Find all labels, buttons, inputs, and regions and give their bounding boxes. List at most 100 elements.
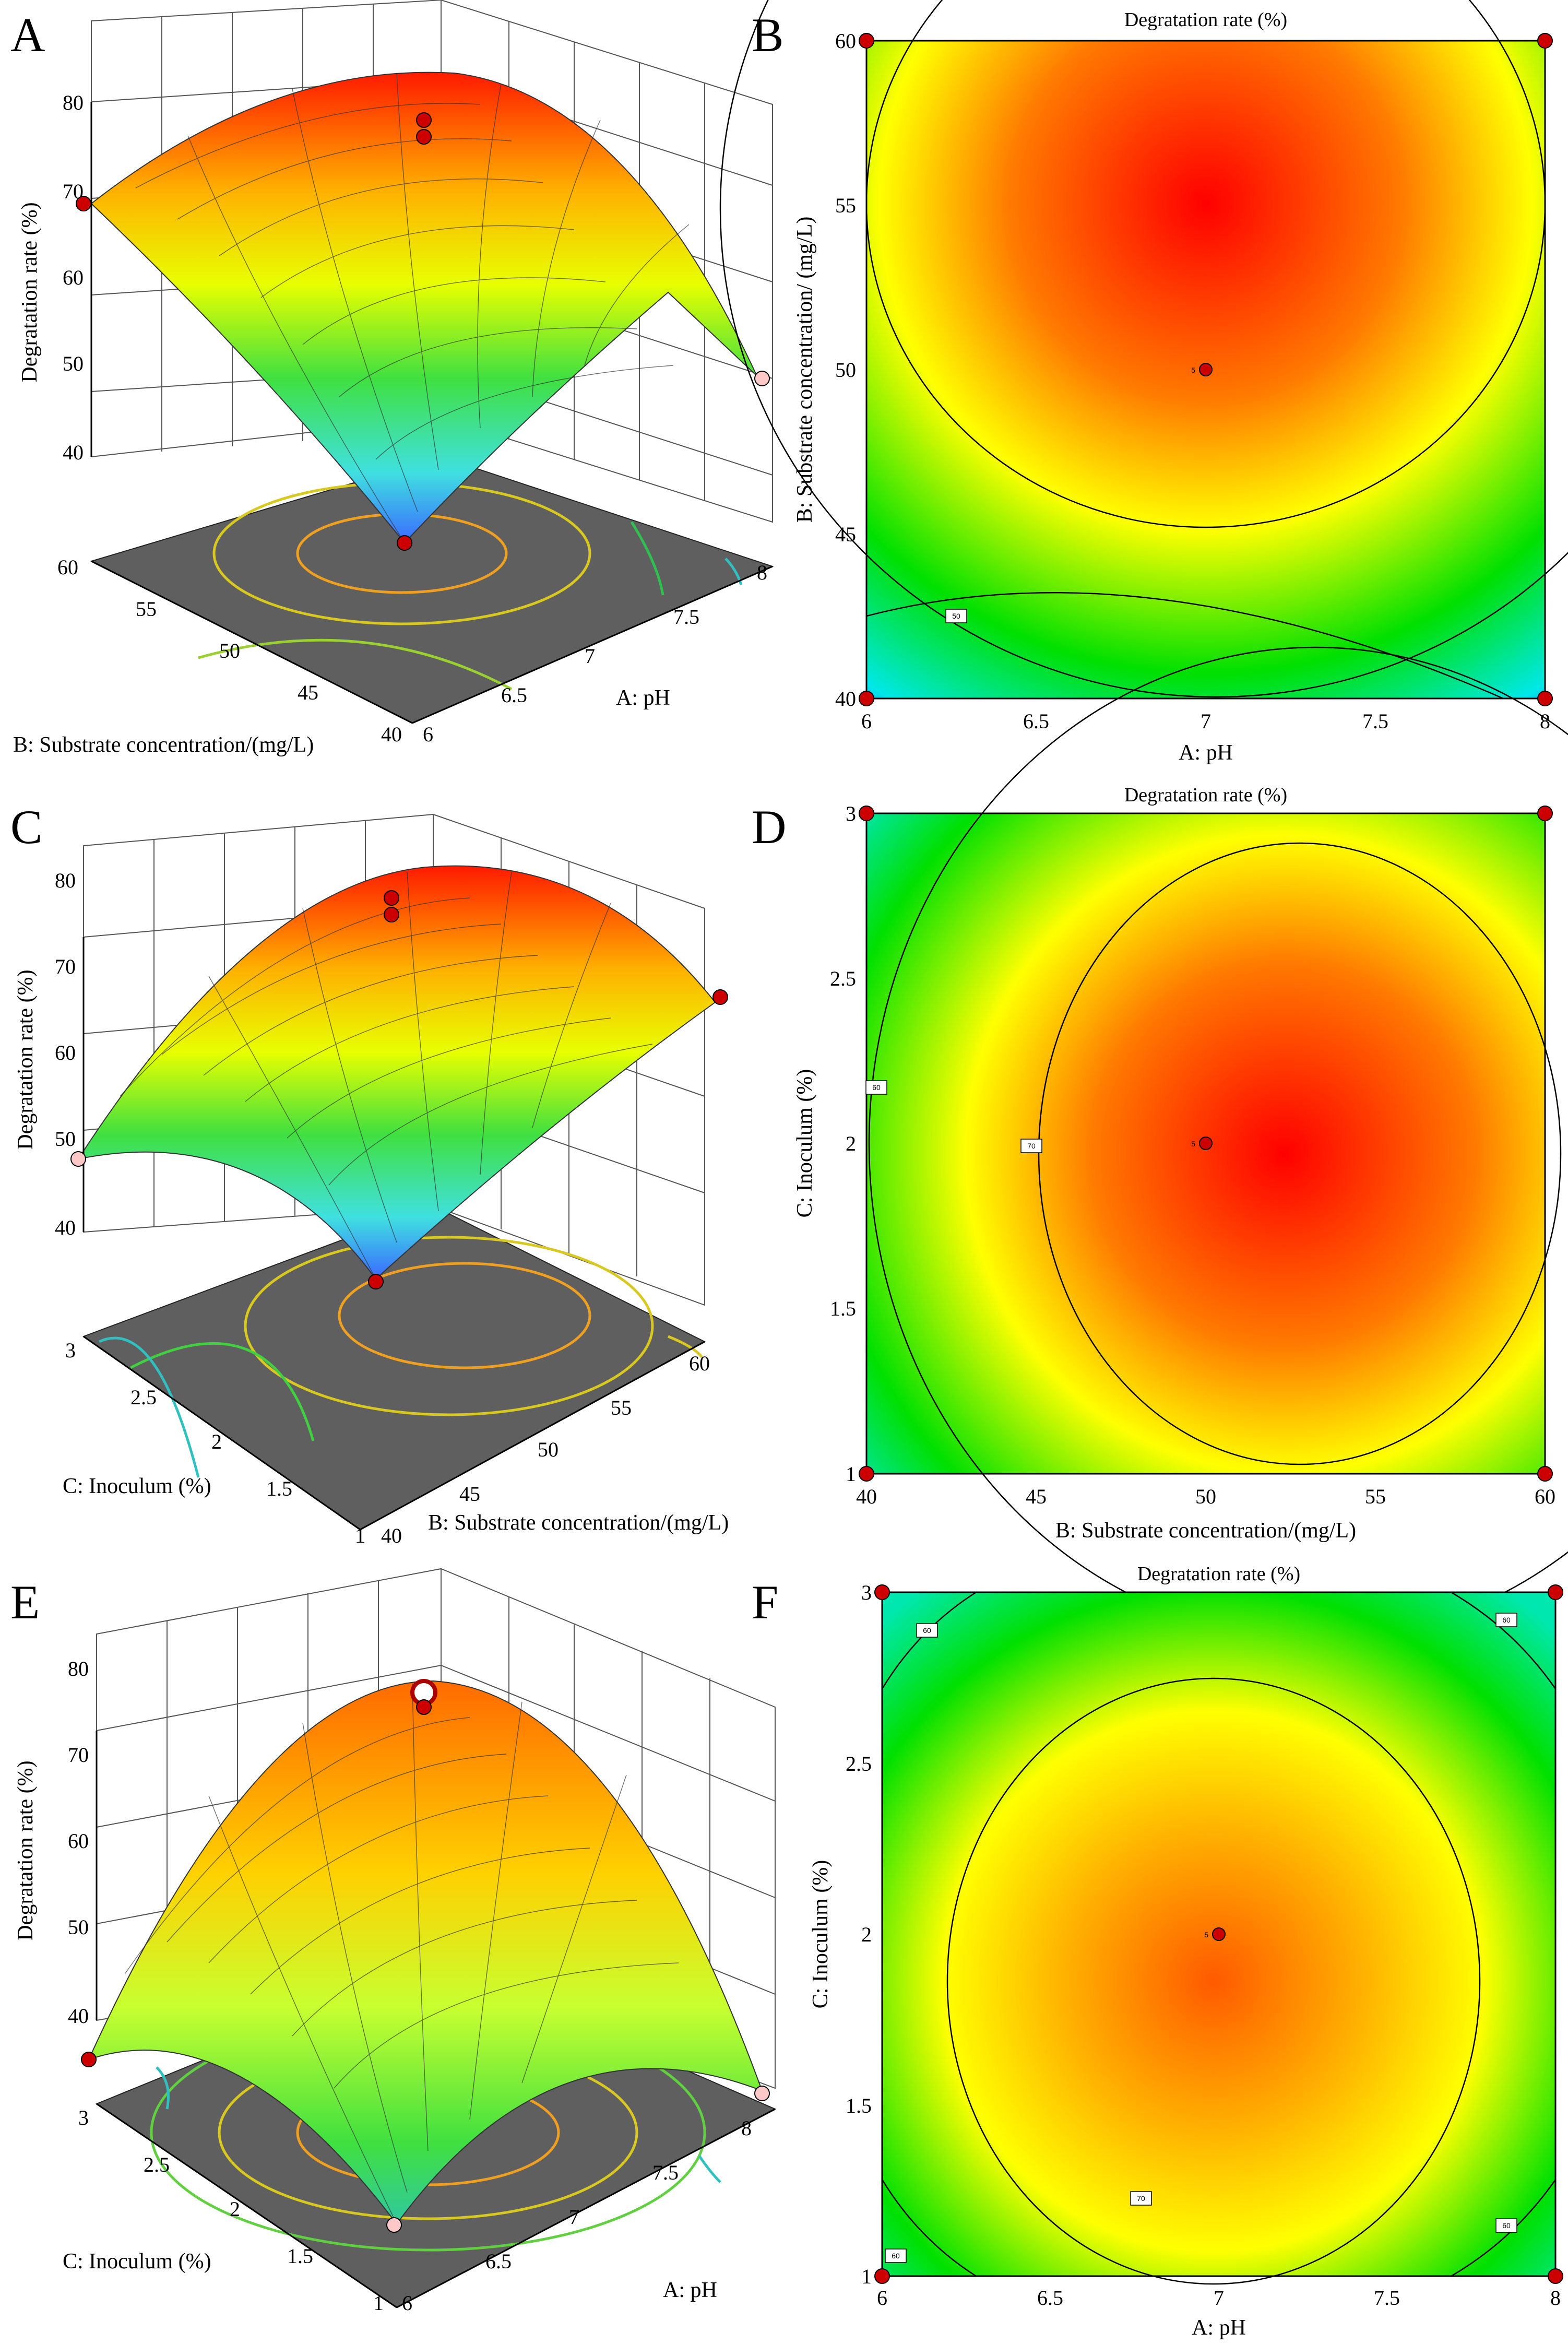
panel-c-ytick: 1.5 <box>266 1477 292 1500</box>
panel-c-response-surface <box>77 865 716 1280</box>
panel-a-xtick: 7 <box>585 644 595 668</box>
panel-f-contour-label: 60 <box>1502 2221 1511 2230</box>
panel-d-ytick: 2 <box>846 1132 856 1155</box>
panel-e-surface-plot: 80 70 60 50 40 Degratation rate (%) 3 2.… <box>14 1568 777 2315</box>
panel-e-xtick: 7 <box>569 2205 579 2229</box>
panel-a-xtick: 7.5 <box>673 605 699 629</box>
panel-f-design-point <box>1548 1584 1563 1600</box>
panel-a-ytick: 60 <box>57 555 78 579</box>
panel-b-contour-lines <box>720 0 1568 700</box>
panel-c-x-label: B: Substrate concentration/(mg/L) <box>428 1511 729 1535</box>
panel-f-center-count: 5 <box>1204 1931 1208 1939</box>
panel-c-xtick: 60 <box>689 1352 710 1375</box>
panel-c-surface-mesh <box>120 871 653 1280</box>
panel-f-ytick: 3 <box>861 1581 872 1604</box>
panel-e-ytick: 2 <box>230 2197 240 2221</box>
panel-f-center-point <box>1212 1927 1226 1941</box>
panel-e-ytick: 2.5 <box>144 2153 170 2176</box>
panel-a-ytick: 50 <box>219 639 240 662</box>
panel-f-title: Degratation rate (%) <box>1137 1563 1300 1585</box>
panel-d-xtick: 60 <box>1535 1485 1555 1508</box>
panel-f-xtick: 6 <box>877 2286 887 2310</box>
panel-d-xtick: 40 <box>856 1485 877 1508</box>
panel-d-contour-label: 60 <box>872 1083 881 1092</box>
panel-b-design-point <box>1537 33 1553 49</box>
panel-e-x-label: A: pH <box>663 2278 717 2302</box>
panel-e-ytick: 1.5 <box>287 2244 313 2268</box>
panel-label-c: C <box>10 800 42 854</box>
panel-e-ztick: 80 <box>68 1657 89 1680</box>
panel-e-xtick: 8 <box>741 2116 752 2140</box>
panel-e-ztick: 60 <box>68 1829 89 1853</box>
panel-f-design-point <box>1548 2268 1563 2284</box>
panel-f-xtick: 8 <box>1550 2286 1561 2310</box>
panel-a-xtick: 6.5 <box>501 683 527 707</box>
panel-b-contour-label: 50 <box>952 612 960 620</box>
panel-c-design-point <box>70 1151 86 1167</box>
panel-c-ztick: 80 <box>55 869 76 892</box>
panel-d-xtick: 50 <box>1195 1485 1216 1508</box>
panel-e-ztick: 40 <box>68 2004 89 2028</box>
panel-c-ytick: 3 <box>65 1339 76 1362</box>
panel-a-ztick: 50 <box>63 352 84 375</box>
panel-f-xtick: 7.5 <box>1374 2286 1400 2310</box>
panel-label-b: B <box>752 8 783 62</box>
panel-a-x-label: A: pH <box>616 686 670 710</box>
panel-e-ztick: 50 <box>68 1915 89 1939</box>
panel-f-contour-plot: 70 60 60 60 60 Degratation rate (%) 3 2.… <box>809 1563 1563 2340</box>
panel-b-xtick: 6.5 <box>1023 709 1049 733</box>
panel-c-design-point <box>384 890 399 906</box>
panel-e-xtick: 6.5 <box>485 2250 512 2273</box>
panel-a-design-point <box>754 371 770 386</box>
panel-d-contour-plot: 70 60 Degratation rate (%) 3 2.5 2 1.5 1… <box>793 647 1568 1640</box>
panel-c-design-point <box>384 907 399 922</box>
panel-f-design-point <box>874 1584 890 1600</box>
panel-e-xtick: 7.5 <box>652 2161 679 2184</box>
panel-label-e: E <box>10 1576 40 1629</box>
panel-d-ytick: 3 <box>846 802 856 825</box>
panel-d-ytick: 1 <box>846 1462 856 1486</box>
panel-d-ytick: 2.5 <box>830 967 856 990</box>
panel-a-surface-plot: 80 70 60 50 40 Degratation rate (%) 60 5… <box>13 0 774 757</box>
panel-c-surface-plot: 80 70 60 50 40 Degratation rate (%) 3 2.… <box>14 813 729 1547</box>
panel-f-contour-label: 60 <box>923 1626 931 1635</box>
panel-label-f: F <box>752 1576 778 1629</box>
panel-a-y-label: B: Substrate concentration/(mg/L) <box>13 733 314 757</box>
panel-c-floor-contours <box>98 1236 703 1478</box>
panel-f-xtick: 7 <box>1214 2286 1224 2310</box>
panel-d-design-point <box>859 1466 874 1482</box>
panel-c-xtick: 40 <box>381 1524 402 1547</box>
panel-c-ztick: 40 <box>55 1216 76 1239</box>
panel-a-ztick: 80 <box>63 91 84 114</box>
panel-f-xtick: 6.5 <box>1037 2286 1063 2310</box>
panel-d-center-count: 5 <box>1191 1140 1195 1148</box>
panel-a-ytick: 40 <box>381 723 402 746</box>
panel-d-design-point <box>859 806 874 821</box>
panel-a-xtick: 8 <box>757 561 767 584</box>
panel-a-design-point <box>397 535 412 551</box>
panel-c-ztick: 60 <box>55 1041 76 1064</box>
panel-a-design-point <box>76 196 91 211</box>
panel-f-ytick: 2.5 <box>846 1752 872 1775</box>
panel-a-ztick: 60 <box>63 266 84 289</box>
panel-d-design-point <box>1537 806 1553 821</box>
panel-a-ytick: 55 <box>136 597 157 621</box>
panel-e-design-point <box>81 2052 97 2067</box>
panel-f-ytick: 1.5 <box>846 2094 872 2117</box>
panel-f-contour-label: 60 <box>892 2252 900 2260</box>
panel-f-ytick: 1 <box>861 2265 872 2288</box>
panel-a-ztick: 40 <box>63 441 84 464</box>
panel-b-design-point <box>1537 691 1553 706</box>
panel-a-ytick: 45 <box>298 681 318 704</box>
panel-d-xtick: 45 <box>1026 1485 1047 1508</box>
panel-e-ytick: 1 <box>373 2291 384 2315</box>
panel-c-ytick: 1 <box>355 1524 365 1547</box>
panel-b-ytick: 40 <box>835 687 856 711</box>
panel-f-y-label: C: Inoculum (%) <box>809 1860 833 2009</box>
panel-c-design-point <box>368 1274 384 1289</box>
panel-e-ztick: 70 <box>68 1743 89 1767</box>
panel-d-ytick: 1.5 <box>830 1297 856 1320</box>
panel-b-xtick: 7 <box>1201 709 1211 733</box>
panel-a-design-point <box>416 112 432 128</box>
panel-d-x-label: B: Substrate concentration/(mg/L) <box>1055 1519 1356 1543</box>
